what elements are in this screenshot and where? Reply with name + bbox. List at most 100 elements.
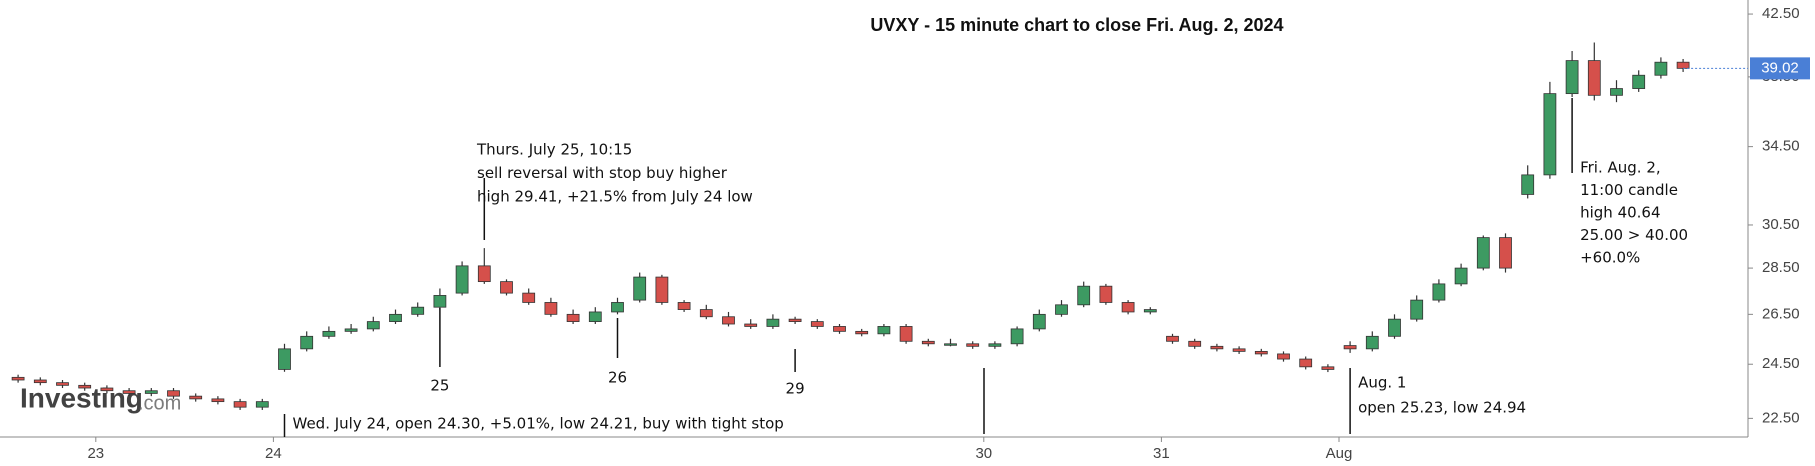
candle-body [433, 295, 447, 308]
candle-body [877, 326, 891, 335]
candle-body [1654, 61, 1668, 76]
candle-body [1299, 358, 1313, 368]
candle-body [1410, 299, 1424, 320]
candle-body [255, 401, 269, 408]
candle-body [322, 330, 336, 337]
candle-body [189, 395, 203, 400]
annotation-text: 29 [786, 380, 805, 398]
candle-body [1610, 88, 1623, 96]
candle-body [699, 309, 713, 318]
candle-body [1476, 237, 1490, 269]
candle-body [588, 311, 602, 322]
candle-body [366, 321, 380, 330]
candle-body [278, 348, 291, 370]
candle-body [1099, 285, 1113, 303]
candle-body [1587, 60, 1601, 96]
candle-body [1388, 318, 1401, 337]
candle-body [1454, 267, 1468, 285]
annotation-text: Aug. 1 [1358, 374, 1406, 392]
candle-body [544, 302, 558, 315]
candle-body [899, 326, 913, 342]
candle-body [1277, 353, 1290, 360]
candle-body [122, 390, 136, 394]
candle-body [1188, 340, 1202, 347]
annotation-text: 11:00 candle [1580, 181, 1678, 199]
candle-body [1166, 335, 1179, 342]
y-tick-label: 24.50 [1762, 355, 1800, 372]
watermark-suffix: .com [138, 392, 181, 414]
last-price-box [1750, 57, 1810, 80]
candle-body [1521, 174, 1535, 195]
chart-title: UVXY - 15 minute chart to close Fri. Aug… [870, 15, 1283, 35]
candle-body [944, 343, 957, 346]
candle-body [1676, 61, 1690, 69]
candle-body [566, 313, 580, 322]
candle-body [1499, 237, 1512, 269]
y-tick-label: 26.50 [1762, 305, 1800, 322]
candle-body [100, 387, 114, 392]
annotation-text: Thurs. July 25, 10:15 [476, 141, 632, 159]
candle-body [1232, 348, 1246, 352]
candle-body [722, 316, 735, 325]
x-tick-label: Aug [1326, 445, 1353, 462]
y-tick-label: 34.50 [1762, 138, 1800, 155]
annotation-text: 25.00 > 40.00 [1580, 226, 1688, 244]
annotation-text: 26 [608, 369, 627, 387]
annotation-text: 25 [430, 377, 449, 395]
candle-body [1321, 366, 1335, 370]
candle-body [833, 326, 846, 332]
candle-body [389, 313, 402, 322]
candle-body [344, 328, 358, 332]
candle-body [1632, 74, 1646, 89]
candle-body [500, 281, 513, 294]
candle-body [611, 302, 624, 313]
candle-body [766, 318, 780, 327]
candle-body [677, 302, 691, 310]
candle-body [56, 382, 69, 386]
annotation-text: Wed. July 24, open 24.30, +5.01%, low 24… [293, 415, 784, 433]
annotation-text: high 40.64 [1580, 204, 1660, 222]
candle-body [1055, 304, 1068, 315]
candle-body [11, 376, 25, 381]
candle-body [211, 398, 225, 403]
y-tick-label: 22.50 [1762, 409, 1800, 426]
x-tick-label: 24 [265, 445, 282, 462]
y-tick-label: 28.50 [1762, 259, 1800, 276]
candle-body [144, 390, 158, 394]
y-tick-label: 30.50 [1762, 216, 1800, 233]
annotation-text: high 29.41, +21.5% from July 24 low [477, 188, 753, 206]
candle-body [33, 379, 47, 384]
candle-body [1032, 313, 1046, 330]
candle-body [1143, 309, 1157, 313]
candle-body [1210, 345, 1224, 350]
candle-body [1077, 285, 1091, 306]
candle-body [78, 384, 92, 389]
annotation-text: Fri. Aug. 2, [1580, 159, 1661, 177]
last-price-label: 39.02 [1761, 59, 1799, 76]
candle-body [1343, 345, 1357, 350]
candle-body [988, 343, 1002, 347]
candle-body [522, 292, 536, 303]
candle-body [633, 276, 647, 301]
candle-body [477, 265, 491, 283]
candle-body [855, 330, 869, 335]
candle-body [744, 323, 758, 327]
candle-body [921, 340, 935, 345]
candle-body [300, 335, 314, 350]
y-tick-label: 42.50 [1762, 5, 1800, 22]
candle-body [788, 318, 802, 322]
candle-body [1432, 283, 1446, 301]
candle-body [167, 390, 180, 397]
annotation-text: open 25.23, low 24.94 [1358, 399, 1526, 417]
candle-body [1010, 328, 1024, 345]
candle-body [455, 265, 469, 294]
candle-body [655, 276, 669, 303]
candle-body [810, 321, 824, 327]
x-tick-label: 30 [975, 445, 992, 462]
candle-body [1121, 302, 1135, 313]
annotation-text: +60.0% [1580, 249, 1640, 267]
candle-body [233, 401, 247, 408]
candle-body [1254, 350, 1268, 355]
